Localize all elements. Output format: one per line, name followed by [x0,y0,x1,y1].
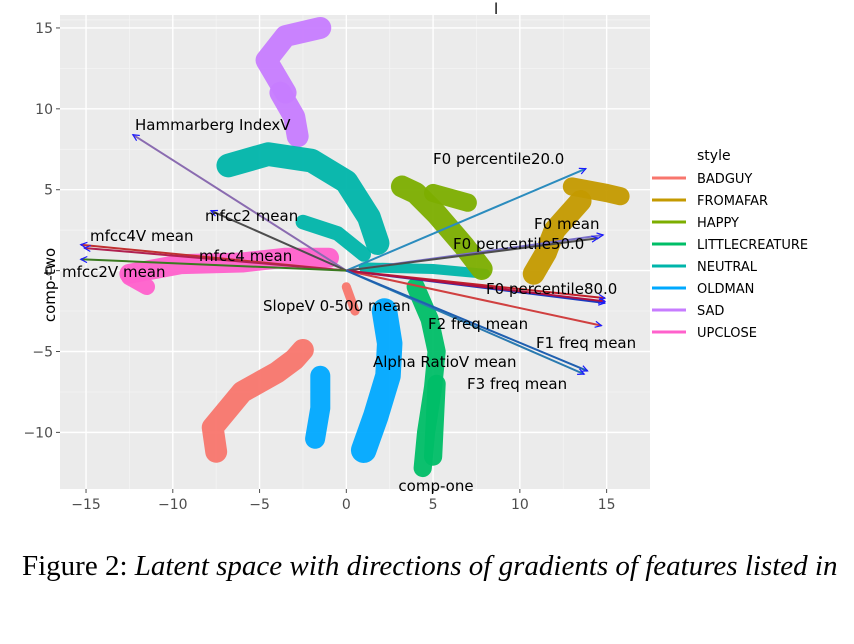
feature-label: F0 percentile80.0 [486,280,617,298]
feature-line [132,133,347,272]
feature-label: F1 freq mean [536,334,636,352]
x-tick-label: 0 [342,497,351,513]
feature-label: mfcc4V mean [90,227,194,245]
x-tick-label: 5 [429,497,438,513]
legend-label: UPCLOSE [697,326,757,341]
arrowhead [209,209,219,217]
feature-line [346,269,602,327]
cluster-sad [255,16,332,104]
legend-swatch [652,220,686,224]
y-tick-label: 15 [35,21,53,37]
cluster-upclose [121,268,155,295]
legend-label: FROMAFAR [697,194,768,209]
feature-line [80,258,347,272]
cluster-neutral [216,142,390,255]
x-tick-label: −10 [158,497,188,513]
arrowhead [591,235,600,243]
cluster-oldman [350,298,403,463]
feature-direction-labels: Hammarberg IndexV F0 percentile20.0 mfcc2 … [62,116,636,393]
feature-direction-lines [79,133,607,376]
feature-line [346,269,606,303]
x-axis-ticks: −15 −10 −5 0 5 10 15 [71,489,616,513]
legend-swatch [652,286,686,290]
feature-line [210,209,347,272]
y-tick-label: −10 [23,425,53,441]
cluster-happy [424,183,477,212]
legend-swatch [652,198,686,202]
y-tick-label: 10 [35,102,53,118]
feature-label: SlopeV 0-500 mean [263,297,411,315]
feature-label: F2 freq mean [428,315,528,333]
y-axis-title: comp-two [41,248,59,322]
caption-text: Latent space with directions of gradient… [134,550,838,582]
x-tick-label: −15 [71,497,101,513]
feature-line [345,167,587,272]
figure-caption: Figure 2: Latent space with directions o… [22,548,852,584]
scatter-plot: Hammarberg IndexV F0 percentile20.0 mfcc2 … [23,0,808,513]
y-tick-label: −5 [32,344,53,360]
feature-label: F3 freq mean [467,375,567,393]
arrowhead [578,167,588,175]
x-tick-label: −5 [249,497,270,513]
cluster-badguy [201,338,314,463]
y-axis-ticks: −10 −5 0 5 10 15 [23,21,60,441]
feature-line [346,237,599,272]
feature-line [345,269,588,372]
feature-label: Alpha RatioV mean [373,353,517,371]
y-tick-label: 0 [44,264,53,280]
legend-label: LITTLECREATURE [697,238,808,253]
arrowhead [596,232,605,240]
legend-swatch [652,308,686,312]
cluster-littlecreature [424,374,446,466]
arrowhead [598,297,607,305]
feature-label: mfcc2V mean [62,263,166,281]
caption-prefix: Figure 2: [22,550,135,582]
legend-label: HAPPY [697,216,739,231]
cluster-neutral [358,262,491,279]
feature-label: F0 percentile50.0 [453,235,584,253]
title-fragment: l [494,0,498,18]
feature-label: Hammarberg IndexV [135,116,291,134]
legend-label: BADGUY [697,172,752,187]
cluster-neutral [295,214,371,262]
legend: style BADGUY FROMAFAR HAPPY LITTLECREATURE N… [652,148,808,341]
cluster-sad [269,81,309,148]
feature-label: mfcc4 mean [199,247,292,265]
legend-swatch [652,264,686,268]
feature-line [84,246,347,272]
legend-swatch [652,242,686,246]
arrowhead [79,255,88,264]
arrowhead [577,368,586,375]
x-tick-label: 15 [598,497,616,513]
feature-label: F0 mean [534,215,599,233]
legend-title: style [697,148,731,164]
legend-swatch [652,330,686,334]
legend-label: OLDMAN [697,282,754,297]
legend-label: SAD [697,304,724,319]
legend-swatch [652,176,686,180]
x-axis-title: comp-one [398,477,473,495]
cluster-fromafar [562,177,630,206]
cluster-badguy [341,282,360,316]
cluster-oldman [305,365,331,449]
arrowhead [131,133,140,142]
arrowhead [594,320,603,328]
legend-label: NEUTRAL [697,260,758,275]
x-tick-label: 10 [511,497,529,513]
arrowhead [82,244,92,253]
y-tick-label: 5 [44,183,53,199]
feature-label: mfcc2 mean [205,207,298,225]
feature-label: F0 percentile20.0 [433,150,564,168]
arrowhead [580,365,589,372]
